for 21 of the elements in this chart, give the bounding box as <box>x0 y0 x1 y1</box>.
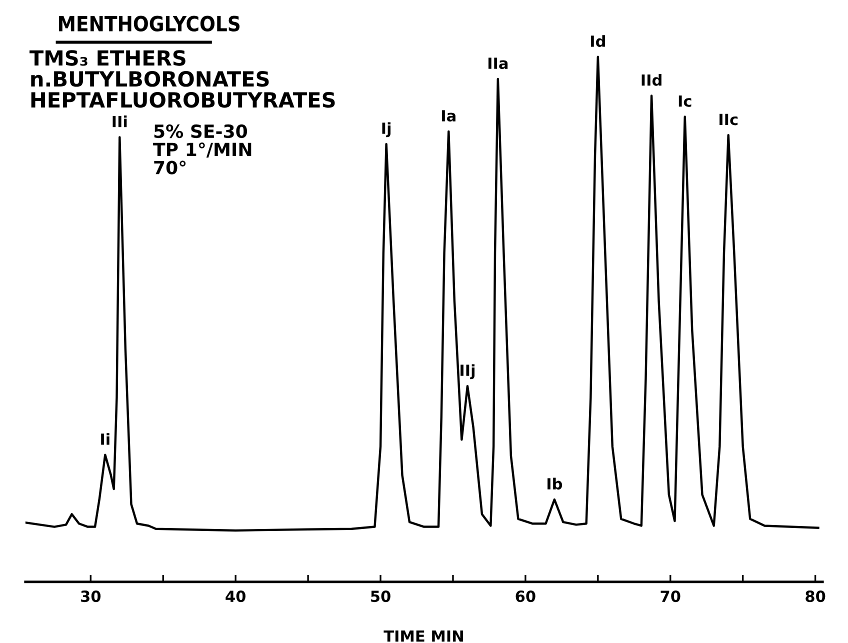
annotation: Ii <box>101 433 110 445</box>
x-tick-label: 80 <box>806 590 826 602</box>
annotation: Id <box>591 35 605 47</box>
x-tick-label: 30 <box>81 590 101 602</box>
annotation: Ij <box>382 122 390 138</box>
annotation: Ia <box>442 110 456 122</box>
annotation: IIa <box>488 58 508 70</box>
x-axis-title: TIME MIN <box>384 630 463 642</box>
annotation: IIj <box>460 364 474 380</box>
x-tick-label: 70 <box>660 590 680 602</box>
x-tick-label: 60 <box>516 590 536 602</box>
annotation: IId <box>642 74 662 86</box>
annotation: IIi <box>112 115 127 128</box>
annotation: 5% SE-30 TP 1°/MIN 70° <box>153 124 252 174</box>
annotation: IIc <box>720 114 738 126</box>
chart-title: MENTHOGLYCOLS <box>59 16 240 32</box>
x-tick-label: 50 <box>371 590 390 602</box>
annotation: TMS₃ ETHERS n.BUTYLBORONATES HEPTAFLUOROBUTYRATES <box>30 50 335 108</box>
annotation: Ib <box>548 478 562 490</box>
x-tick-label: 40 <box>226 590 246 602</box>
annotation: Ic <box>678 95 692 107</box>
